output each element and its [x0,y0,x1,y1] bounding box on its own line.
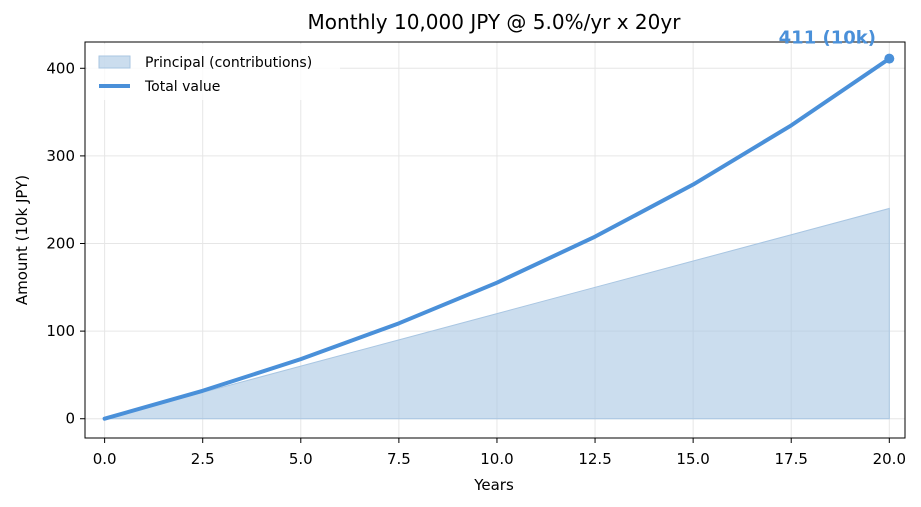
x-tick-label: 15.0 [676,450,709,468]
x-tick-label: 10.0 [480,450,513,468]
x-tick-label: 12.5 [578,450,611,468]
legend-swatch-principal [98,55,131,69]
plot-frame [84,41,906,439]
y-tick-label: 0 [65,410,75,428]
y-tick-label: 400 [46,59,75,77]
y-axis-ticks: 0 100 200 300 400 [46,59,85,428]
x-tick-label: 17.5 [775,450,808,468]
x-tick-label: 0.0 [93,450,117,468]
chart-title: Monthly 10,000 JPY @ 5.0%/yr x 20yr [308,10,682,34]
end-value-annotation: 411 (10k) [779,28,876,49]
legend: Principal (contributions) Total value [87,44,340,100]
x-tick-label: 2.5 [191,450,215,468]
y-tick-label: 200 [46,235,75,253]
y-axis-label: Amount (10k JPY) [13,175,31,305]
legend-label-total: Total value [144,79,220,95]
x-tick-label: 20.0 [873,450,906,468]
x-axis-ticks: 0.0 2.5 5.0 7.5 10.0 12.5 15.0 17.5 20.0 [93,438,906,468]
legend-label-principal: Principal (contributions) [145,55,312,71]
x-tick-label: 5.0 [289,450,313,468]
x-axis-label: Years [473,476,514,494]
total-value-line [102,56,892,421]
x-tick-label: 7.5 [387,450,411,468]
principal-area [104,207,890,420]
y-tick-label: 100 [46,322,75,340]
end-point-marker [884,53,895,64]
y-tick-label: 300 [46,147,75,165]
